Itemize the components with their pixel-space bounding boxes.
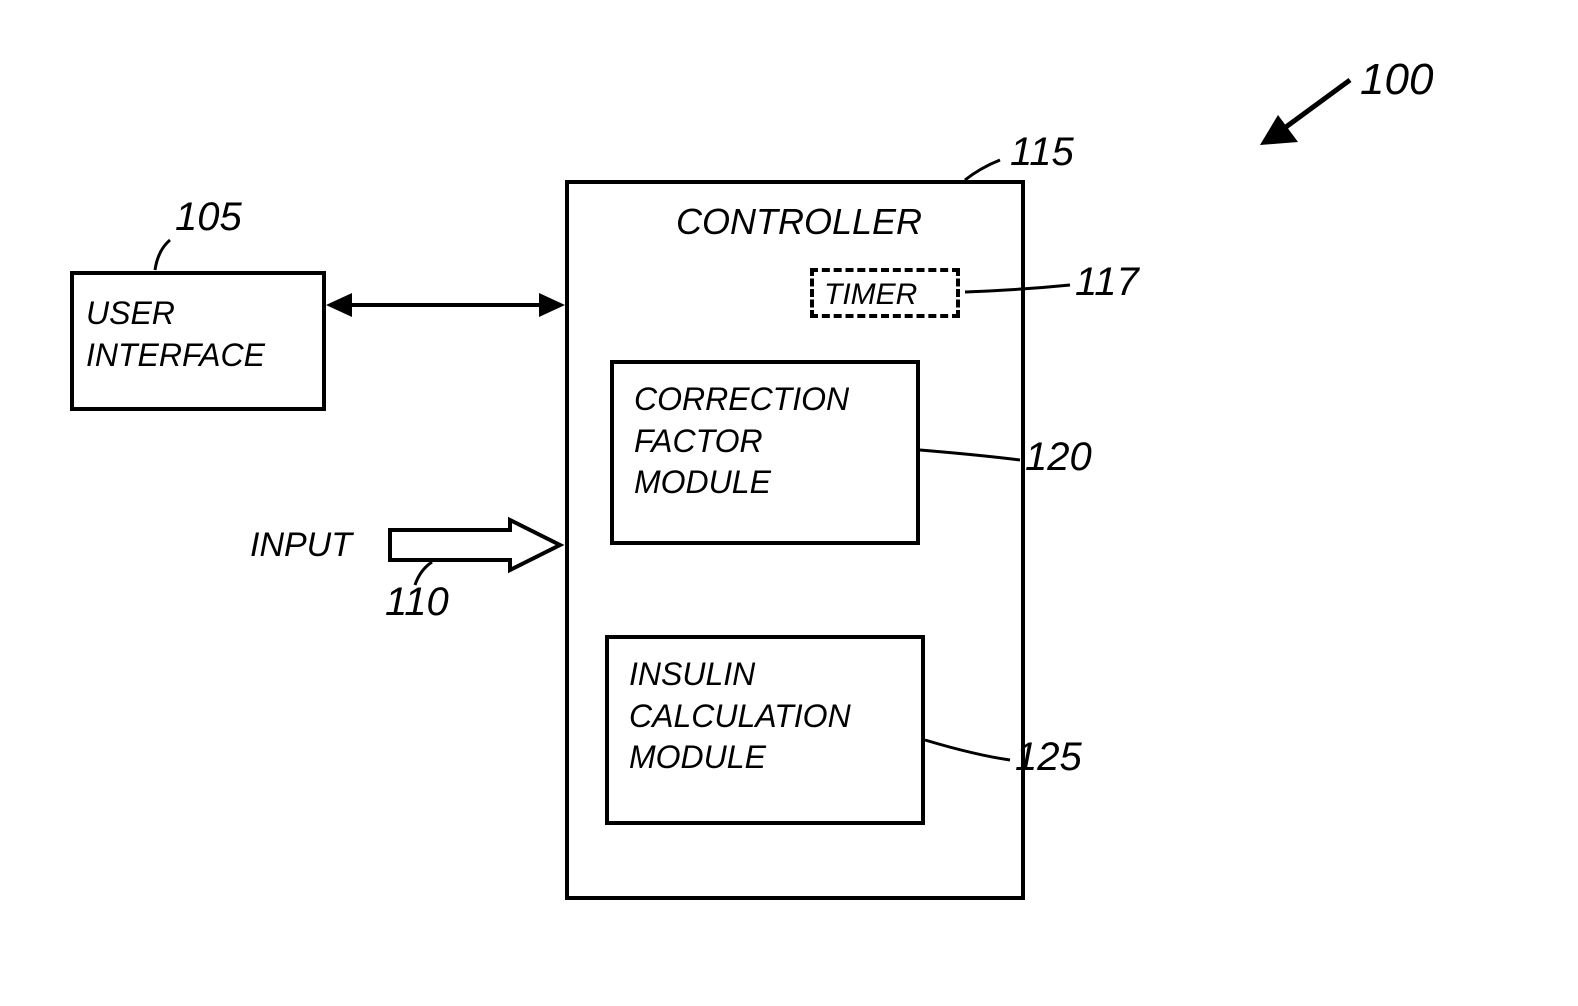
insulin-calculation-label: INSULIN CALCULATION MODULE <box>629 654 851 779</box>
timer-label: TIMER <box>824 275 917 314</box>
timer-box: TIMER <box>810 268 960 318</box>
ref-117: 117 <box>1075 260 1139 305</box>
correction-factor-box: CORRECTION FACTOR MODULE <box>610 360 920 545</box>
user-interface-box: USER INTERFACE <box>70 271 326 411</box>
ref-105: 105 <box>175 195 242 240</box>
ref-100: 100 <box>1360 55 1433 105</box>
correction-factor-label: CORRECTION FACTOR MODULE <box>634 379 849 504</box>
input-label: INPUT <box>250 523 352 567</box>
diagram-canvas: USER INTERFACE CONTROLLER TIMER CORRECTI… <box>0 0 1578 1006</box>
ref-125: 125 <box>1015 735 1082 780</box>
ref-110: 110 <box>385 580 449 625</box>
controller-label: CONTROLLER <box>649 199 949 246</box>
ref-120: 120 <box>1025 435 1092 480</box>
ref-115: 115 <box>1010 130 1074 175</box>
insulin-calculation-box: INSULIN CALCULATION MODULE <box>605 635 925 825</box>
user-interface-label: USER INTERFACE <box>86 293 265 376</box>
